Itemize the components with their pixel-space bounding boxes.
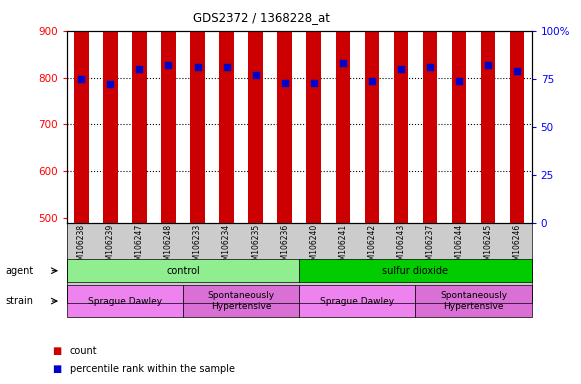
Bar xyxy=(510,0,524,223)
Bar xyxy=(103,0,117,223)
Point xyxy=(193,64,202,70)
Point xyxy=(338,60,347,66)
Text: GDS2372 / 1368228_at: GDS2372 / 1368228_at xyxy=(193,12,330,25)
Bar xyxy=(132,0,147,223)
Text: sulfur dioxide: sulfur dioxide xyxy=(382,266,449,276)
Bar xyxy=(481,0,495,223)
Text: Spontaneously
Hypertensive: Spontaneously Hypertensive xyxy=(440,291,507,311)
Text: Spontaneously
Hypertensive: Spontaneously Hypertensive xyxy=(207,291,275,311)
Bar xyxy=(220,0,234,223)
Point xyxy=(512,68,522,74)
Bar xyxy=(365,0,379,223)
Bar xyxy=(452,0,466,223)
Bar xyxy=(249,0,263,223)
Text: percentile rank within the sample: percentile rank within the sample xyxy=(70,364,235,374)
Text: Sprague Dawley: Sprague Dawley xyxy=(88,296,162,306)
Text: strain: strain xyxy=(6,296,34,306)
Point xyxy=(483,62,493,68)
Text: Sprague Dawley: Sprague Dawley xyxy=(320,296,394,306)
Text: control: control xyxy=(166,266,200,276)
Point xyxy=(106,81,115,88)
Text: count: count xyxy=(70,346,98,356)
Bar xyxy=(394,0,408,223)
Bar xyxy=(191,0,205,223)
Bar xyxy=(74,0,89,223)
Bar xyxy=(336,0,350,223)
Point xyxy=(135,66,144,72)
Point xyxy=(454,78,464,84)
Bar xyxy=(278,0,292,223)
Point xyxy=(425,64,435,70)
Bar xyxy=(162,0,176,223)
Text: ■: ■ xyxy=(52,364,62,374)
Point xyxy=(77,76,86,82)
Bar xyxy=(423,0,437,223)
Point xyxy=(280,79,289,86)
Point xyxy=(222,64,231,70)
Text: ■: ■ xyxy=(52,346,62,356)
Point xyxy=(367,78,376,84)
Bar xyxy=(307,0,321,223)
Point xyxy=(396,66,406,72)
Point xyxy=(251,72,260,78)
Point xyxy=(309,79,318,86)
Point xyxy=(164,62,173,68)
Text: agent: agent xyxy=(6,266,34,276)
